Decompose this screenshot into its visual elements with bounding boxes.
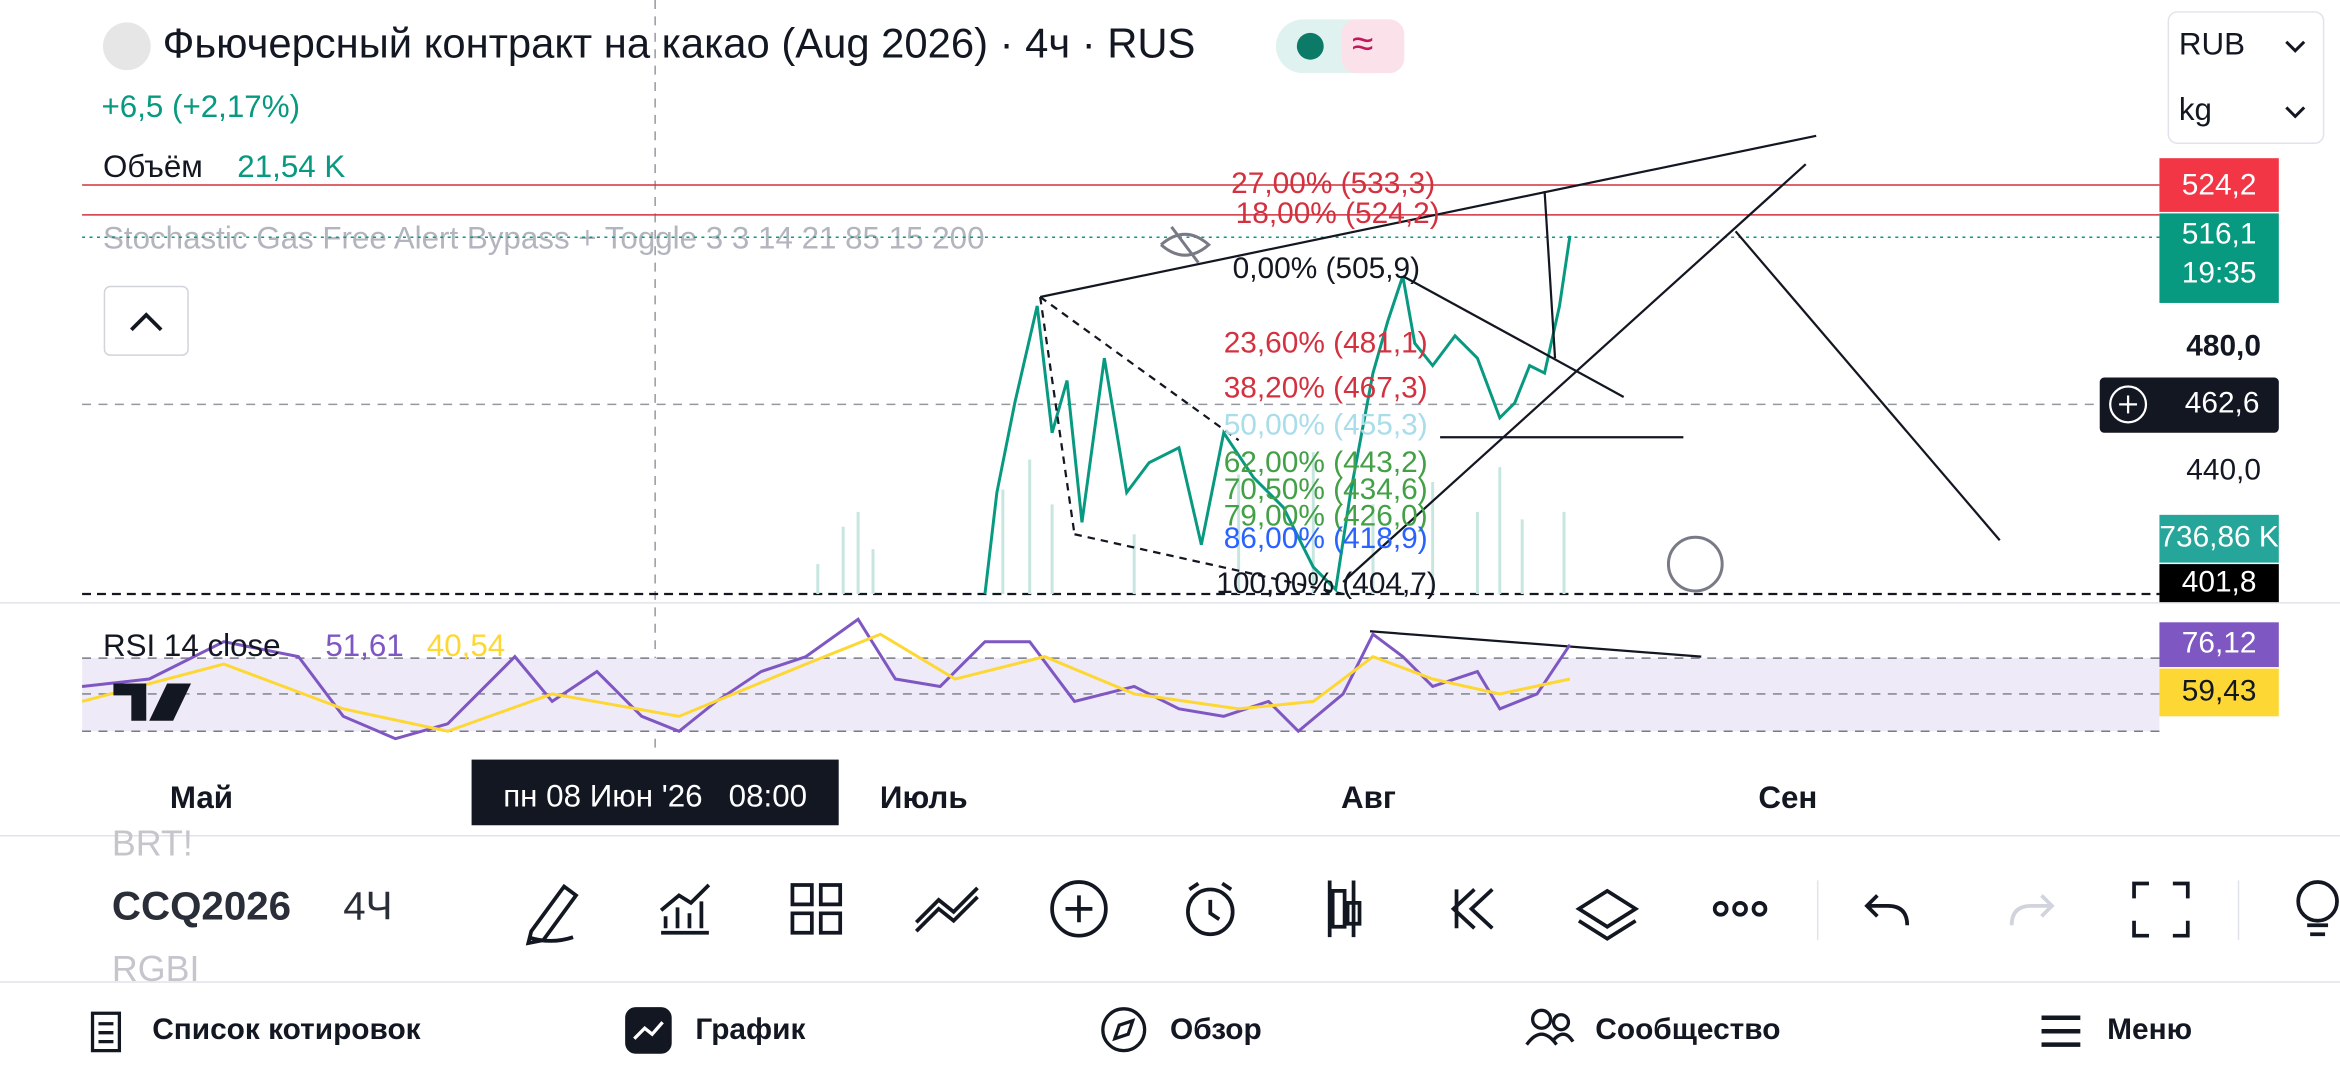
rsi-levels (82, 657, 2160, 732)
drawings (1039, 134, 2001, 658)
symbol[interactable]: CCQ2026 (112, 883, 291, 928)
rsi-label[interactable]: RSI 14 close (103, 628, 281, 663)
last-price-badge (2159, 213, 2279, 303)
fib-labels: 27,00% (533,3) 18,00% (524,2) 0,00% (505… (1216, 167, 1439, 600)
tradingview-logo (113, 683, 192, 721)
next-symbol[interactable]: RGBI (112, 949, 200, 989)
volume-bars (816, 452, 1566, 594)
delay-icon: ≈ (1352, 23, 1373, 66)
alert-icon[interactable] (1186, 887, 1235, 937)
fib-label: 100,00% (404,7) (1216, 567, 1437, 600)
indicators-icon[interactable] (659, 883, 711, 935)
nav-overview[interactable]: Обзор (1170, 1013, 1262, 1046)
alert-badge (2159, 158, 2279, 212)
rsi-axis-value: 76,12 (2182, 627, 2257, 660)
alert-price: 524,2 (2182, 168, 2257, 201)
time-tick: Май (170, 780, 233, 815)
fib-label: 79,00% (426,0) (1224, 500, 1428, 533)
low-price: 401,8 (2182, 565, 2257, 598)
nav-community[interactable]: Сообщество (1595, 1013, 1780, 1046)
volume-price: 736,86 K (2159, 521, 2279, 554)
replay-icon[interactable] (1450, 888, 1494, 930)
plus-icon (2119, 395, 2138, 414)
collapse-button[interactable] (103, 285, 189, 356)
volume-label: Объём (103, 149, 203, 184)
time-tick: Июль (880, 780, 968, 815)
rsi-ma-value: 40,54 (427, 628, 505, 663)
price-change: +6,5 (+2,17%) (101, 89, 300, 124)
rsi-value: 51,61 (325, 628, 403, 663)
unit-select[interactable]: kg (2179, 92, 2212, 127)
indicator-label[interactable]: Stochastic Gas Free Alert Bypass + Toggl… (103, 221, 985, 256)
rsi-ma-badge (2159, 668, 2279, 717)
market-open-dot (1296, 32, 1324, 60)
fib-label: 50,00% (455,3) (1224, 409, 1428, 442)
replay-icon[interactable] (1666, 535, 1724, 593)
time-tick: Сен (1758, 780, 1817, 815)
price-line (983, 235, 1572, 595)
prev-symbol[interactable]: BRT! (112, 824, 193, 864)
draw-icon[interactable] (525, 883, 579, 946)
last-price: 516,1 (2182, 218, 2257, 251)
crosshair-price: 462,6 (2185, 386, 2260, 419)
fib-label: 23,60% (481,1) (1224, 327, 1428, 360)
low-badge (2159, 564, 2279, 603)
toolbar-icons (525, 880, 2339, 946)
fib-label: 38,20% (467,3) (1224, 371, 1428, 404)
volume-value: 21,54 K (237, 149, 345, 184)
rsi-ma-axis-value: 59,43 (2182, 674, 2257, 707)
templates-icon[interactable] (790, 883, 843, 935)
fullscreen-icon[interactable] (2132, 881, 2190, 938)
symbol-logo (102, 22, 151, 71)
dropdown-arrows (2285, 40, 2306, 119)
fib-label: 86,00% (418,9) (1224, 522, 1428, 555)
status-pill-part (1341, 19, 1405, 74)
chart-type-icon[interactable] (1327, 880, 1362, 938)
crosshair-time-badge (471, 759, 839, 826)
nav-menu[interactable]: Меню (2107, 1013, 2192, 1046)
currency-select[interactable]: RUB (2179, 27, 2245, 62)
crosshair-time: пн 08 Июн '26 08:00 (503, 779, 807, 814)
nav-watchlist[interactable]: Список котировок (152, 1013, 420, 1046)
price-tick: 440,0 (2186, 453, 2261, 486)
fib-label: 62,00% (443,2) (1224, 446, 1428, 479)
add-button[interactable] (2109, 385, 2148, 424)
redo-icon[interactable] (2009, 894, 2055, 926)
interval[interactable]: 4Ч (343, 883, 392, 928)
ideas-icon[interactable] (2296, 880, 2339, 923)
undo-icon[interactable] (1864, 894, 1910, 926)
fib-label: 0,00% (505,9) (1233, 252, 1420, 285)
nav-icons (90, 1007, 2081, 1054)
chevron-icon (130, 312, 163, 332)
chart-area (82, 0, 2160, 754)
time-tick: Авг (1341, 780, 1396, 815)
nav-chart[interactable]: График (695, 1013, 805, 1046)
compare-icon[interactable] (914, 886, 979, 933)
volume-badge (2159, 514, 2279, 563)
fib-label: 18,00% (524,2) (1236, 197, 1440, 230)
fib-label: 70,50% (434,6) (1224, 473, 1428, 506)
add-icon[interactable] (1050, 880, 1108, 938)
bar-countdown: 19:35 (2182, 256, 2257, 289)
layers-icon[interactable] (1575, 888, 1640, 941)
rsi-ma-line (81, 632, 1571, 733)
price-tick: 480,0 (2186, 330, 2261, 363)
fib-label: 27,00% (533,3) (1231, 167, 1435, 200)
symbol-title[interactable]: Фьючерсный контракт на какао (Aug 2026) … (163, 19, 1196, 66)
crosshair-badge (2099, 377, 2279, 433)
hidden-icon[interactable] (1160, 225, 1212, 264)
rsi-badge (2159, 622, 2279, 668)
unit-selector (2167, 11, 2325, 145)
